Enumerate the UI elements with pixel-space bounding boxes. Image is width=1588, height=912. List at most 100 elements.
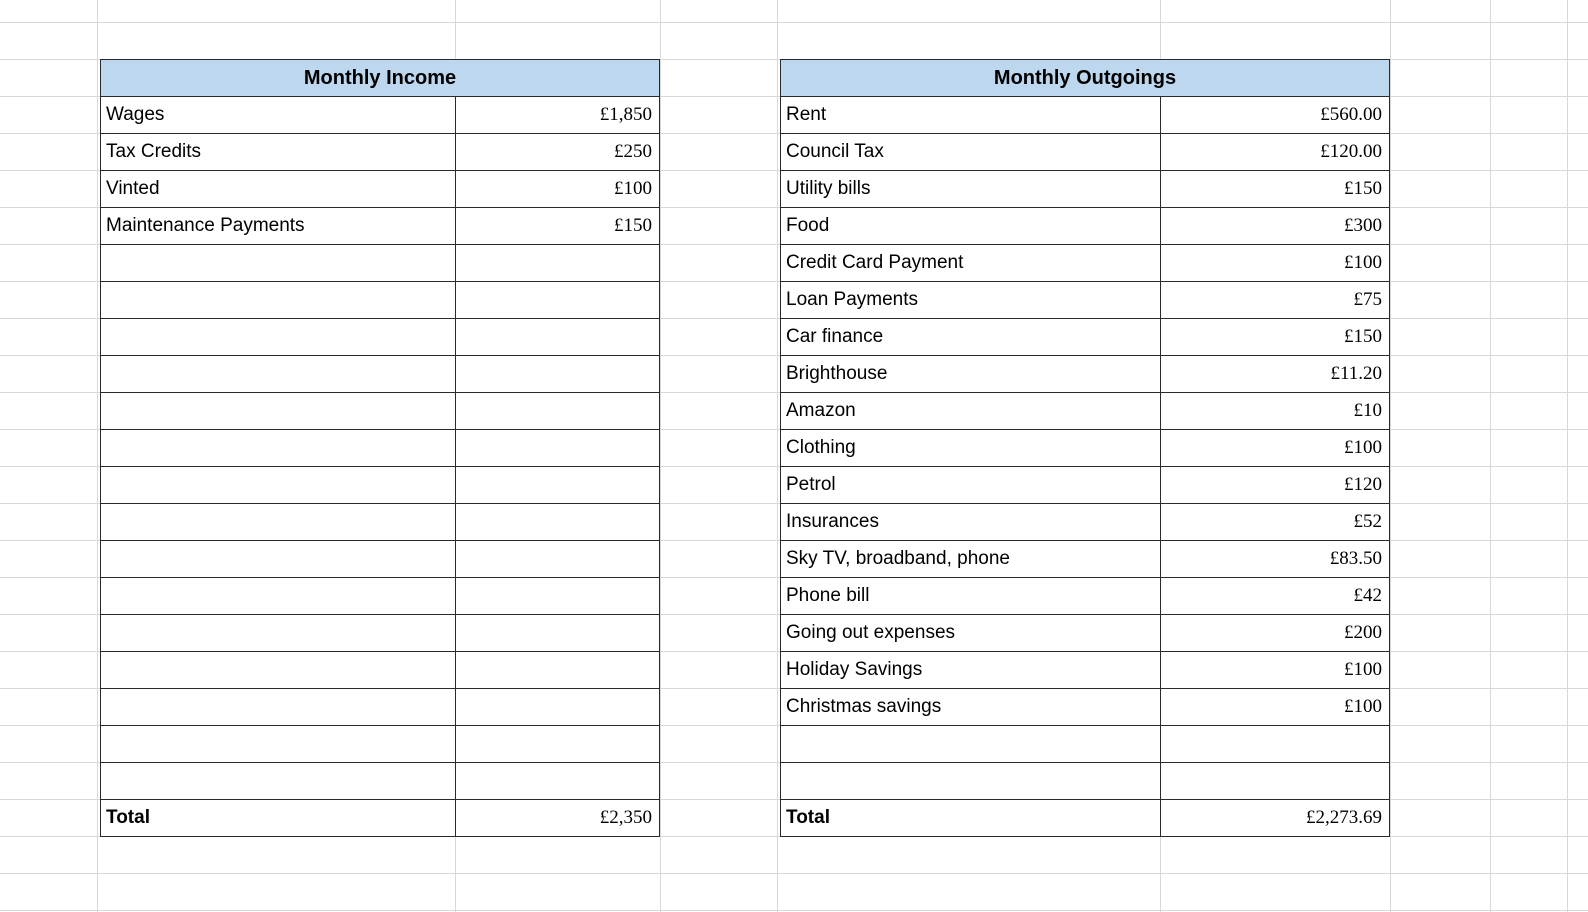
item-value-cell[interactable]: £52 — [1161, 504, 1390, 541]
item-value-cell[interactable] — [456, 652, 660, 689]
outgoings-total-label-cell[interactable]: Total — [781, 800, 1161, 837]
table-row: Council Tax £120.00 — [781, 134, 1390, 171]
monthly-income-table: Monthly Income Wages £1,850 Tax Credits £25… — [100, 59, 660, 837]
income-total-label-cell[interactable]: Total — [101, 800, 456, 837]
table-row — [101, 319, 660, 356]
item-label-cell[interactable]: Credit Card Payment — [781, 245, 1161, 282]
item-label-cell[interactable]: Car finance — [781, 319, 1161, 356]
outgoings-table-title[interactable]: Monthly Outgoings — [781, 60, 1390, 97]
item-label-cell[interactable]: Wages — [101, 97, 456, 134]
income-total-value-cell[interactable]: £2,350 — [456, 800, 660, 837]
table-row: Going out expenses £200 — [781, 615, 1390, 652]
item-value-cell[interactable] — [456, 578, 660, 615]
item-label-cell[interactable]: Insurances — [781, 504, 1161, 541]
item-value-cell[interactable]: £200 — [1161, 615, 1390, 652]
item-label-cell[interactable] — [781, 763, 1161, 800]
item-value-cell[interactable] — [1161, 726, 1390, 763]
item-value-cell[interactable] — [456, 393, 660, 430]
item-label-cell[interactable] — [101, 430, 456, 467]
table-row: Vinted £100 — [101, 171, 660, 208]
item-label-cell[interactable] — [101, 578, 456, 615]
item-value-cell[interactable]: £100 — [1161, 652, 1390, 689]
item-value-cell[interactable]: £11.20 — [1161, 356, 1390, 393]
item-label-cell[interactable]: Loan Payments — [781, 282, 1161, 319]
table-row — [101, 430, 660, 467]
item-label-cell[interactable]: Going out expenses — [781, 615, 1161, 652]
table-row: Loan Payments £75 — [781, 282, 1390, 319]
item-value-cell[interactable]: £83.50 — [1161, 541, 1390, 578]
table-row: Food £300 — [781, 208, 1390, 245]
item-label-cell[interactable] — [101, 282, 456, 319]
item-label-cell[interactable]: Vinted — [101, 171, 456, 208]
item-value-cell[interactable]: £100 — [1161, 689, 1390, 726]
item-label-cell[interactable]: Food — [781, 208, 1161, 245]
table-row: Insurances £52 — [781, 504, 1390, 541]
item-label-cell[interactable] — [101, 763, 456, 800]
table-row: Brighthouse £11.20 — [781, 356, 1390, 393]
item-value-cell[interactable] — [456, 689, 660, 726]
item-value-cell[interactable] — [1161, 763, 1390, 800]
item-label-cell[interactable]: Rent — [781, 97, 1161, 134]
item-value-cell[interactable] — [456, 726, 660, 763]
item-label-cell[interactable]: Petrol — [781, 467, 1161, 504]
item-label-cell[interactable] — [101, 319, 456, 356]
item-label-cell[interactable] — [101, 356, 456, 393]
item-label-cell[interactable] — [101, 615, 456, 652]
item-value-cell[interactable]: £150 — [456, 208, 660, 245]
item-label-cell[interactable] — [101, 726, 456, 763]
item-value-cell[interactable]: £150 — [1161, 319, 1390, 356]
item-value-cell[interactable]: £560.00 — [1161, 97, 1390, 134]
item-label-cell[interactable]: Tax Credits — [101, 134, 456, 171]
table-row — [101, 726, 660, 763]
item-label-cell[interactable]: Utility bills — [781, 171, 1161, 208]
item-label-cell[interactable]: Holiday Savings — [781, 652, 1161, 689]
item-label-cell[interactable] — [101, 689, 456, 726]
item-label-cell[interactable] — [101, 652, 456, 689]
item-value-cell[interactable]: £120.00 — [1161, 134, 1390, 171]
item-label-cell[interactable]: Amazon — [781, 393, 1161, 430]
item-value-cell[interactable] — [456, 245, 660, 282]
item-value-cell[interactable]: £100 — [1161, 245, 1390, 282]
item-value-cell[interactable]: £300 — [1161, 208, 1390, 245]
item-value-cell[interactable]: £1,850 — [456, 97, 660, 134]
table-row: Holiday Savings £100 — [781, 652, 1390, 689]
item-value-cell[interactable] — [456, 356, 660, 393]
item-label-cell[interactable]: Council Tax — [781, 134, 1161, 171]
item-value-cell[interactable] — [456, 467, 660, 504]
monthly-outgoings-table: Monthly Outgoings Rent £560.00 Council Tax… — [780, 59, 1390, 837]
item-label-cell[interactable] — [101, 393, 456, 430]
item-label-cell[interactable]: Christmas savings — [781, 689, 1161, 726]
item-value-cell[interactable]: £10 — [1161, 393, 1390, 430]
item-label-cell[interactable]: Brighthouse — [781, 356, 1161, 393]
item-value-cell[interactable] — [456, 430, 660, 467]
item-label-cell[interactable]: Maintenance Payments — [101, 208, 456, 245]
item-value-cell[interactable] — [456, 615, 660, 652]
gridline-vertical — [1490, 0, 1491, 912]
item-value-cell[interactable] — [456, 282, 660, 319]
outgoings-total-value-cell[interactable]: £2,273.69 — [1161, 800, 1390, 837]
item-value-cell[interactable] — [456, 504, 660, 541]
item-value-cell[interactable] — [456, 541, 660, 578]
table-row: Rent £560.00 — [781, 97, 1390, 134]
item-label-cell[interactable]: Sky TV, broadband, phone — [781, 541, 1161, 578]
item-value-cell[interactable] — [456, 319, 660, 356]
gridline-vertical — [660, 0, 661, 912]
item-label-cell[interactable] — [101, 504, 456, 541]
item-value-cell[interactable]: £42 — [1161, 578, 1390, 615]
table-row — [101, 504, 660, 541]
item-value-cell[interactable]: £250 — [456, 134, 660, 171]
item-label-cell[interactable]: Phone bill — [781, 578, 1161, 615]
item-label-cell[interactable] — [101, 541, 456, 578]
item-value-cell[interactable]: £150 — [1161, 171, 1390, 208]
item-value-cell[interactable]: £100 — [1161, 430, 1390, 467]
income-table-title[interactable]: Monthly Income — [101, 60, 660, 97]
item-label-cell[interactable] — [101, 245, 456, 282]
table-row: Clothing £100 — [781, 430, 1390, 467]
item-label-cell[interactable] — [101, 467, 456, 504]
item-value-cell[interactable]: £100 — [456, 171, 660, 208]
item-label-cell[interactable]: Clothing — [781, 430, 1161, 467]
item-value-cell[interactable] — [456, 763, 660, 800]
item-value-cell[interactable]: £120 — [1161, 467, 1390, 504]
item-label-cell[interactable] — [781, 726, 1161, 763]
item-value-cell[interactable]: £75 — [1161, 282, 1390, 319]
